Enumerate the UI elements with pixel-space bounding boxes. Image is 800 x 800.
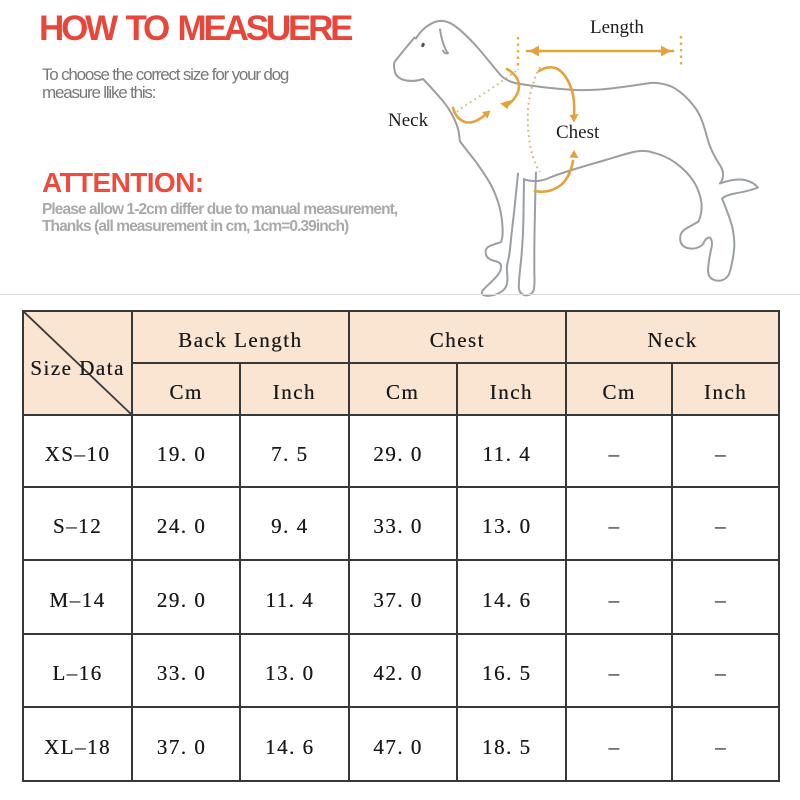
svg-text:Length: Length (590, 17, 644, 38)
svg-text:Chest: Chest (556, 122, 600, 143)
svg-text:Neck: Neck (388, 110, 429, 131)
